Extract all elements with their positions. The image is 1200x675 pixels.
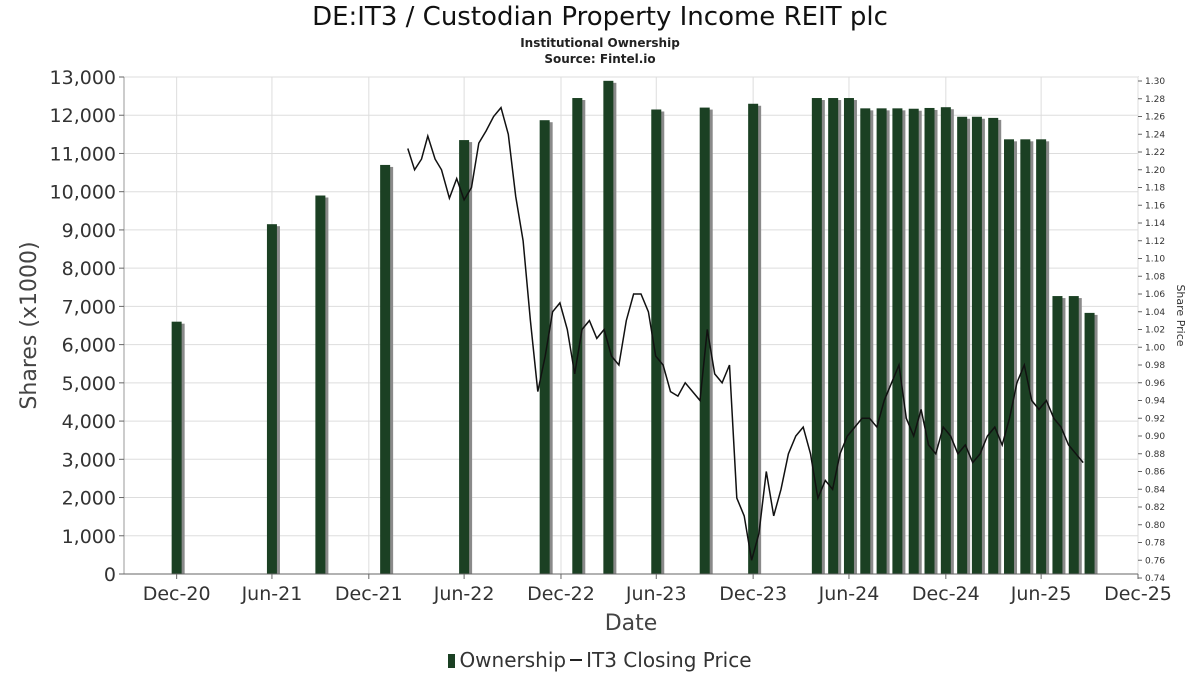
ownership-bar (1068, 296, 1079, 574)
chart-title: DE:IT3 / Custodian Property Income REIT … (312, 2, 888, 32)
y2-tick-label: 0.90 (1145, 432, 1165, 442)
x-tick-label: Dec-25 (1104, 583, 1172, 605)
ownership-bar (380, 164, 391, 574)
y2-tick-label: 0.76 (1145, 556, 1165, 566)
ownership-bar (699, 107, 710, 574)
ownership-bar (908, 108, 919, 574)
y2-tick-label: 0.98 (1145, 361, 1165, 371)
y2-tick-label: 1.12 (1145, 237, 1165, 247)
y-tick-label: 2,000 (62, 488, 116, 510)
ownership-bar (539, 120, 550, 574)
x-tick-label: Jun-23 (625, 583, 687, 605)
chart-source: Source: Fintel.io (544, 52, 656, 66)
y2-tick-label: 1.22 (1145, 148, 1165, 158)
ownership-bar (748, 103, 759, 574)
y2-tick-label: 0.82 (1145, 503, 1165, 513)
y2-tick-label: 0.78 (1145, 539, 1165, 549)
x-tick-label: Dec-20 (143, 583, 211, 605)
price-line (407, 106, 1084, 561)
y-tick-label: 0 (104, 564, 116, 586)
chart-canvas: 0 1,000 2,000 3,000 4,000 5,000 6,000 7,000 8,00… (17, 67, 1187, 636)
x-tick-label: Jun-22 (433, 583, 495, 605)
y2-tick-label: 1.00 (1145, 343, 1165, 353)
ownership-bar (843, 98, 854, 575)
legend-price-label: IT3 Closing Price (586, 648, 752, 672)
y-tick-label: 9,000 (62, 220, 116, 242)
y2-axis-title: Share Price (1174, 284, 1187, 346)
y2-tick-label: 1.08 (1145, 272, 1165, 282)
y-tick-label: 7,000 (62, 296, 116, 318)
ownership-bar (957, 116, 968, 574)
chart-legend: Ownership IT3 Closing Price (0, 648, 1200, 672)
x-tick-label: Jun-24 (818, 583, 880, 605)
y2-tick-label: 1.10 (1145, 255, 1165, 265)
ownership-bar (1020, 139, 1031, 574)
ownership-bar (266, 224, 277, 574)
y-tick-label: 8,000 (62, 258, 116, 280)
ownership-bar (828, 98, 839, 575)
y2-tick-label: 1.18 (1145, 184, 1165, 194)
ownership-bar (1052, 296, 1063, 574)
y2-tick-label: 0.88 (1145, 450, 1165, 460)
legend-ownership-swatch (448, 654, 456, 668)
y2-tick-label: 1.24 (1145, 130, 1165, 140)
y2-tick-label: 1.26 (1145, 113, 1165, 123)
y2-tick-label: 0.84 (1145, 485, 1165, 495)
y2-tick-label: 0.92 (1145, 414, 1165, 424)
x-axis-title: Date (605, 611, 658, 636)
y2-tick-label: 0.80 (1145, 521, 1165, 531)
y2-tick-label: 1.04 (1145, 308, 1165, 318)
ownership-bar (876, 108, 887, 574)
x-tick-label: Dec-21 (335, 583, 403, 605)
y2-tick-label: 0.94 (1145, 397, 1165, 407)
y2-tick-label: 0.96 (1145, 379, 1165, 389)
y2-tick-label: 0.74 (1145, 574, 1165, 584)
ownership-bar (988, 117, 999, 574)
ownership-bar (603, 80, 614, 575)
ownership-bar (924, 107, 935, 575)
y-tick-label: 3,000 (62, 449, 116, 471)
y2-tick-label: 0.86 (1145, 468, 1165, 478)
x-tick-label: Dec-22 (527, 583, 595, 605)
y2-tick-label: 1.02 (1145, 326, 1165, 336)
y-tick-label: 12,000 (50, 105, 116, 127)
y2-tick-label: 1.30 (1145, 77, 1165, 87)
legend-ownership-label: Ownership (459, 648, 567, 672)
ownership-bar (572, 98, 583, 575)
x-tick-label: Dec-23 (719, 583, 787, 605)
chart-subtitle: Institutional Ownership (520, 36, 680, 50)
legend-price-swatch (570, 659, 583, 661)
ownership-bar (1004, 139, 1015, 574)
ownership-bar (651, 109, 662, 574)
y-tick-label: 4,000 (62, 411, 116, 433)
y-tick-label: 1,000 (62, 526, 116, 548)
y-tick-label: 13,000 (50, 67, 116, 89)
y2-tick-label: 1.14 (1145, 219, 1165, 229)
ownership-bar (171, 321, 182, 574)
y-tick-label: 6,000 (62, 335, 116, 357)
ownership-bar (459, 140, 470, 575)
ownership-bar (860, 108, 871, 574)
y2-tick-label: 1.06 (1145, 290, 1165, 300)
ownership-bar (315, 195, 326, 574)
ownership-bar (1036, 139, 1047, 574)
x-tick-label: Jun-21 (241, 583, 303, 605)
x-tick-label: Jun-25 (1010, 583, 1072, 605)
y2-tick-label: 1.16 (1145, 201, 1165, 211)
ownership-bar (892, 108, 903, 574)
ownership-bar (971, 116, 982, 574)
x-tick-label: Dec-24 (912, 583, 980, 605)
y-tick-label: 10,000 (50, 182, 116, 204)
y-tick-label: 11,000 (50, 143, 116, 165)
y-tick-label: 5,000 (62, 373, 116, 395)
ownership-bar (811, 98, 822, 575)
y2-tick-label: 1.28 (1145, 95, 1165, 105)
ownership-bar (1084, 312, 1095, 574)
ownership-bar (940, 107, 951, 575)
y2-tick-label: 1.20 (1145, 166, 1165, 176)
y-axis-title: Shares (x1000) (17, 241, 42, 409)
